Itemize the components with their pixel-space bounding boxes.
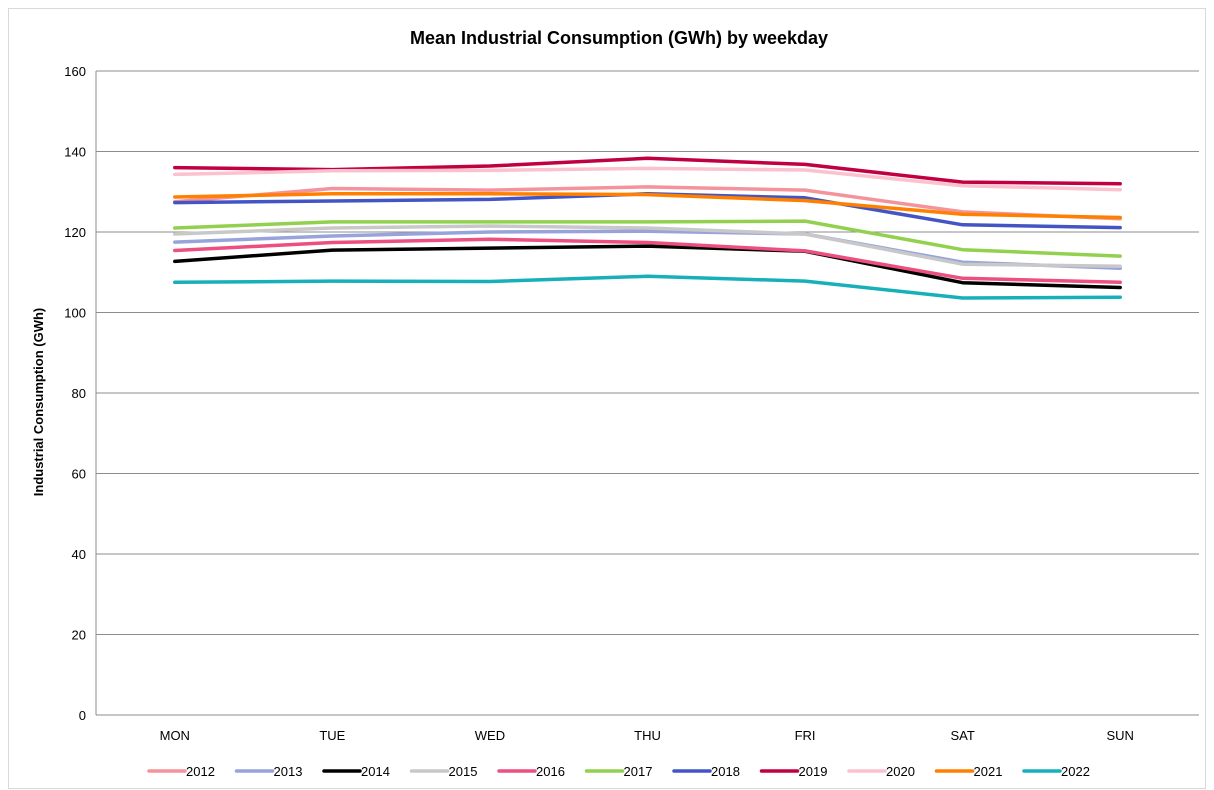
series-line-2022	[173, 274, 1122, 300]
y-tick-label: 0	[79, 708, 86, 723]
y-tick-label: 40	[72, 547, 86, 562]
y-axis-label: Industrial Consumption (GWh)	[31, 308, 46, 496]
y-tick-label: 20	[72, 628, 86, 643]
line-chart: Mean Industrial Consumption (GWh) by wee…	[31, 28, 1199, 779]
legend-label: 2021	[974, 764, 1003, 779]
y-tick-label: 140	[64, 145, 86, 160]
series-line-2015	[173, 224, 1122, 268]
legend-label: 2015	[449, 764, 478, 779]
legend-label: 2018	[711, 764, 740, 779]
series-line-2016	[173, 237, 1122, 285]
gridlines	[95, 70, 1199, 716]
legend-item: 2022	[1022, 764, 1090, 779]
series-line-2021	[173, 192, 1122, 220]
x-tick-labels: MON TUE WED THU FRI SAT SUN	[160, 728, 1134, 743]
series-line-2013	[173, 229, 1122, 270]
legend-item: 2021	[934, 764, 1003, 779]
chart-title: Mean Industrial Consumption (GWh) by wee…	[410, 28, 828, 48]
legend-item: 2016	[497, 764, 565, 779]
series-lines	[173, 156, 1122, 300]
y-tick-label: 160	[64, 64, 86, 79]
legend-label: 2020	[886, 764, 915, 779]
y-tick-label: 80	[72, 386, 86, 401]
legend-label: 2014	[361, 764, 390, 779]
x-tick-label: MON	[160, 728, 190, 743]
y-tick-labels: 0 20 40 60 80 100 120 140 160	[64, 64, 86, 723]
legend-item: 2018	[672, 764, 740, 779]
legend-item: 2017	[584, 764, 653, 779]
legend-item: 2014	[322, 764, 390, 779]
legend-item: 2015	[409, 764, 478, 779]
x-tick-label: WED	[475, 728, 505, 743]
legend-label: 2012	[186, 764, 215, 779]
legend: 2012 2013 2014 2015 2016 2017 2018 2019 2020 2021…	[147, 764, 1090, 779]
series-line-2012	[173, 185, 1122, 221]
y-tick-label: 120	[64, 225, 86, 240]
series-line-2014	[173, 244, 1122, 290]
legend-label: 2017	[624, 764, 653, 779]
x-tick-label: FRI	[795, 728, 816, 743]
y-tick-label: 100	[64, 306, 86, 321]
legend-label: 2022	[1061, 764, 1090, 779]
legend-item: 2020	[847, 764, 915, 779]
chart-frame: Mean Industrial Consumption (GWh) by wee…	[8, 8, 1206, 789]
x-tick-label: TUE	[319, 728, 345, 743]
x-tick-label: SUN	[1106, 728, 1133, 743]
x-tick-label: SAT	[950, 728, 974, 743]
series-line-2020	[173, 166, 1122, 192]
legend-label: 2019	[799, 764, 828, 779]
legend-item: 2013	[234, 764, 303, 779]
series-line-2017	[173, 219, 1122, 258]
x-tick-label: THU	[634, 728, 661, 743]
legend-item: 2012	[147, 764, 215, 779]
y-tick-label: 60	[72, 467, 86, 482]
legend-label: 2016	[536, 764, 565, 779]
legend-item: 2019	[759, 764, 828, 779]
legend-label: 2013	[274, 764, 303, 779]
